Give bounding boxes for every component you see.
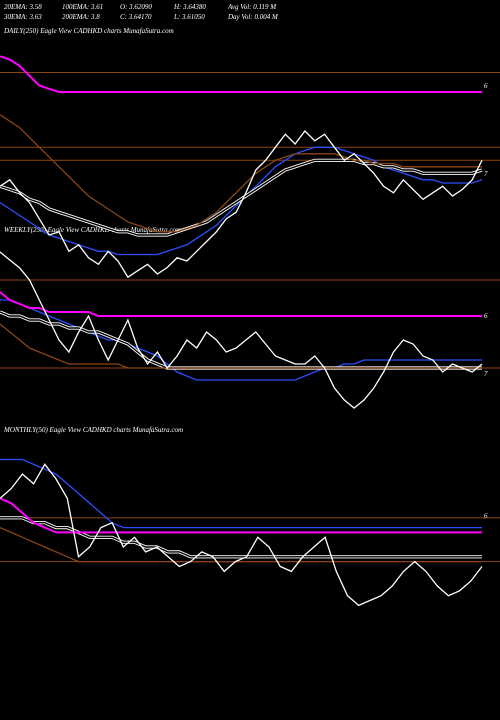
ema100-stat: 100EMA: 3.61 <box>62 3 104 11</box>
y-tick-label: 6 <box>484 82 488 90</box>
low-stat: L: 3.61050 <box>174 13 205 21</box>
avg-vol-stat: Avg Vol: 0.119 M <box>228 3 277 11</box>
high-stat: H: 3.64380 <box>174 3 206 11</box>
weekly-panel-label: WEEKLY(250) Eagle View CADHKD charts Mun… <box>4 226 182 234</box>
series-line-ema-long <box>0 497 482 534</box>
monthly-panel-label: MONTHLY(50) Eagle View CADHKD charts Mun… <box>4 426 184 434</box>
series-line-core <box>0 159 483 236</box>
series-line-outline <box>0 158 483 237</box>
y-tick-label: 6 <box>484 512 488 520</box>
day-vol-stat: Day Vol: 0.004 M <box>228 13 278 21</box>
series-line-price <box>0 130 483 279</box>
series-line-ema-brown <box>0 114 482 233</box>
close-stat: C: 3.64170 <box>120 13 152 21</box>
daily-panel-label: DAILY(250) Eagle View CADHKD charts Muna… <box>4 27 174 35</box>
series-line-ema-long <box>0 55 482 93</box>
y-tick-label: 7 <box>484 170 488 178</box>
series-line-ema-long <box>0 291 482 317</box>
ema20-stat: 20EMA: 3.58 <box>4 3 42 11</box>
series-line-ema-short <box>0 458 482 529</box>
series-line-ema-brown <box>0 323 482 369</box>
open-stat: O: 3.62090 <box>120 3 152 11</box>
ema200-stat: 200EMA: 3.8 <box>62 13 100 21</box>
series-line-ema-brown <box>0 527 482 563</box>
y-tick-label: 6 <box>484 312 488 320</box>
ema30-stat: 30EMA: 3.63 <box>4 13 42 21</box>
series-line-price <box>0 251 483 409</box>
y-tick-label: 7 <box>484 370 488 378</box>
series-line-price <box>0 463 483 607</box>
